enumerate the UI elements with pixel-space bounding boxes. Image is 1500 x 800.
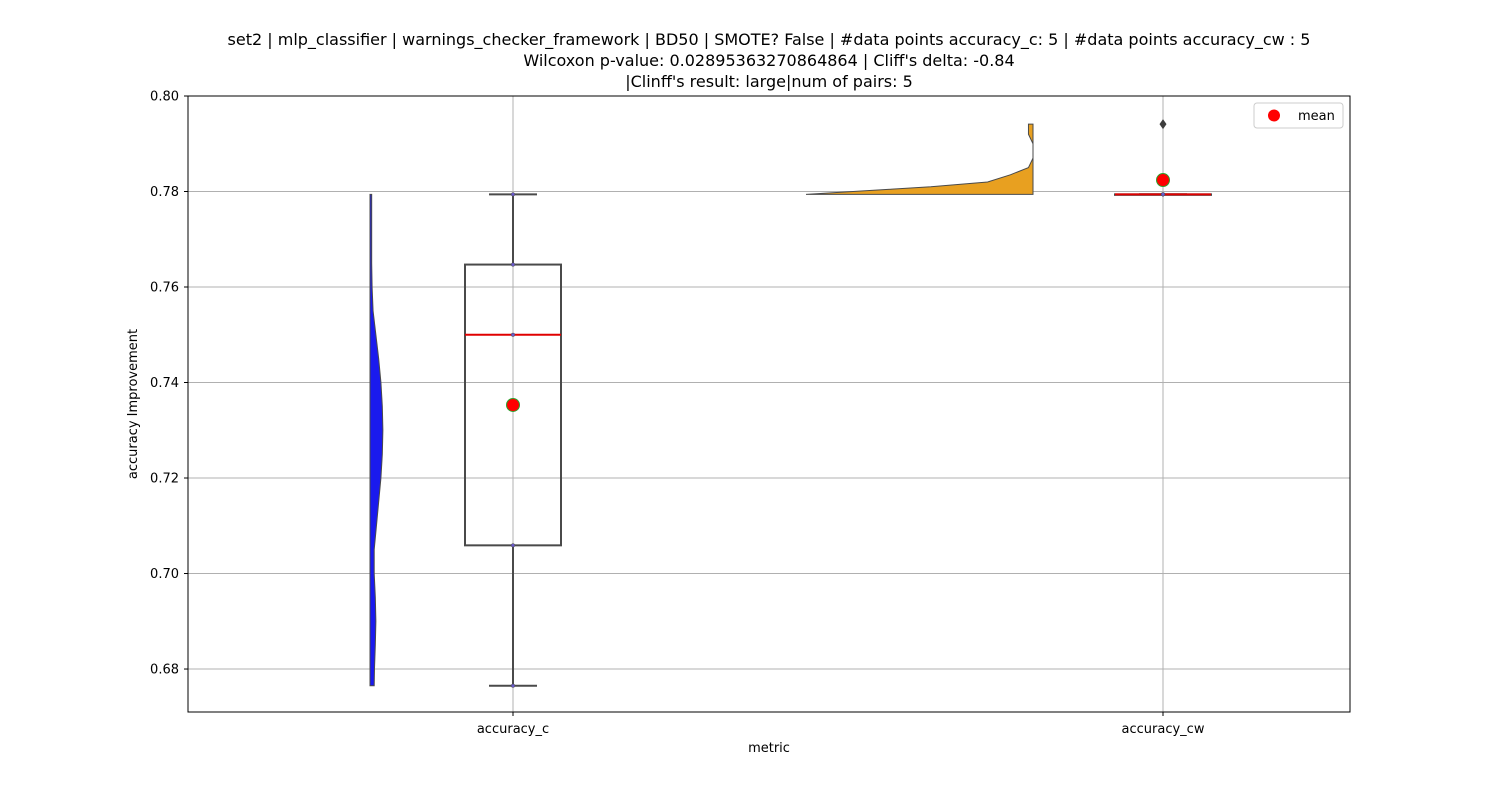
x-axis-label: metric — [748, 741, 790, 756]
legend: mean — [1253, 102, 1344, 129]
y-tick-label: 0.68 — [150, 663, 179, 678]
chart-title-line-3: |Clinff's result: large|num of pairs: 5 — [625, 72, 913, 91]
data-point — [1160, 192, 1166, 197]
mean-marker — [1156, 173, 1170, 188]
violin-accuracy_cw — [805, 123, 1034, 195]
y-axis-label: accuracy Improvement — [126, 329, 141, 479]
grid-lines — [188, 95, 1350, 712]
y-axis-ticks: 0.68 0.70 0.72 0.74 0.76 0.78 0.80 — [150, 90, 188, 678]
boxplots — [464, 119, 1212, 688]
y-tick-label: 0.70 — [150, 567, 179, 582]
plot-area-frame — [187, 95, 1351, 713]
y-tick-label: 0.74 — [150, 376, 179, 391]
chart-title-line-2: Wilcoxon p-value: 0.02895363270864864 | … — [523, 51, 1015, 70]
violin-accuracy_c — [369, 193, 384, 687]
boxplot-accuracy_c — [464, 192, 562, 688]
x-axis-ticks: accuracy_c accuracy_cw — [477, 712, 1205, 737]
x-tick-label: accuracy_c — [477, 722, 549, 737]
violins — [369, 123, 1034, 687]
data-point — [510, 262, 516, 267]
legend-mean-label: mean — [1298, 109, 1335, 124]
y-tick-label: 0.78 — [150, 185, 179, 200]
y-tick-label: 0.76 — [150, 281, 179, 296]
y-tick-label: 0.80 — [150, 90, 179, 105]
y-tick-label: 0.72 — [150, 472, 179, 487]
outlier-marker — [1159, 119, 1167, 130]
data-point — [510, 192, 516, 197]
mean-marker — [506, 397, 520, 412]
data-point — [510, 683, 516, 688]
boxplot-accuracy_cw — [1114, 119, 1212, 197]
legend-frame — [1253, 102, 1344, 129]
chart-title-line-1: set2 | mlp_classifier | warnings_checker… — [227, 30, 1311, 49]
x-tick-label: accuracy_cw — [1122, 722, 1205, 737]
data-point — [510, 332, 516, 337]
data-point — [510, 543, 516, 548]
legend-mean-marker — [1268, 109, 1280, 122]
